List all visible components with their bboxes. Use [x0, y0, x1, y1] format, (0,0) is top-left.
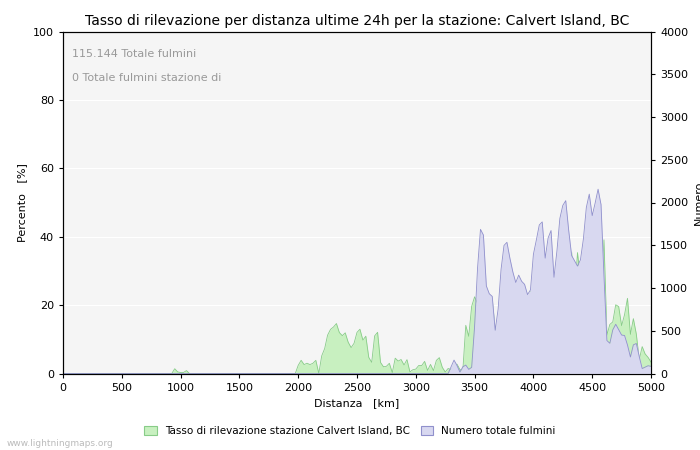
Y-axis label: Numero: Numero	[694, 180, 700, 225]
X-axis label: Distanza   [km]: Distanza [km]	[314, 398, 400, 408]
Y-axis label: Percento   [%]: Percento [%]	[18, 163, 27, 242]
Title: Tasso di rilevazione per distanza ultime 24h per la stazione: Calvert Island, BC: Tasso di rilevazione per distanza ultime…	[85, 14, 629, 27]
Text: www.lightningmaps.org: www.lightningmaps.org	[7, 439, 113, 448]
Text: 0 Totale fulmini stazione di: 0 Totale fulmini stazione di	[72, 72, 221, 82]
Text: 115.144 Totale fulmini: 115.144 Totale fulmini	[72, 49, 196, 58]
Legend: Tasso di rilevazione stazione Calvert Island, BC, Numero totale fulmini: Tasso di rilevazione stazione Calvert Is…	[140, 422, 560, 440]
